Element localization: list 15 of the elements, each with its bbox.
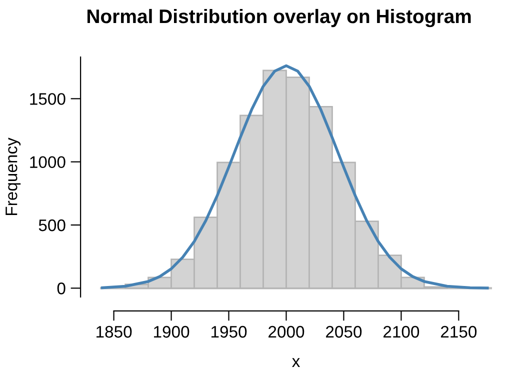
x-tick-label: 2150 — [440, 326, 477, 338]
x-tick-label: 1950 — [211, 326, 247, 338]
y-tick-label: 1000 — [30, 156, 66, 168]
x-tick-label: 1850 — [96, 326, 132, 338]
y-axis-title: Frequency — [6, 138, 21, 215]
x-tick-label: 2000 — [268, 326, 304, 338]
x-tick-label: 2050 — [326, 326, 362, 338]
y-tick-label: 500 — [38, 219, 66, 232]
x-tick-label: 1900 — [154, 326, 190, 338]
line-series — [100, 64, 489, 290]
chart-title: Normal Distribution overlay on Histogram — [87, 8, 471, 28]
y-tick-label: 0 — [57, 282, 66, 294]
x-tick-label: 2100 — [383, 326, 420, 338]
x-axis-title: x — [292, 358, 300, 367]
y-tick-label: 1500 — [30, 93, 66, 105]
